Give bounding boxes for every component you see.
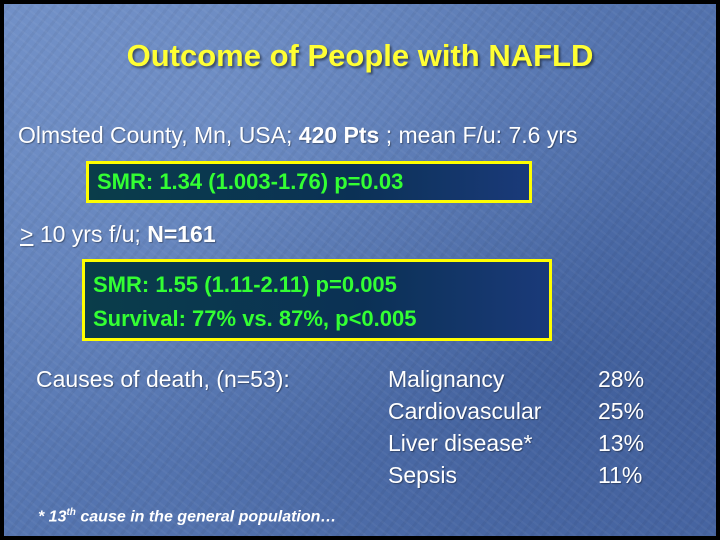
smr-overall-text: SMR: 1.34 (1.003-1.76) p=0.03 (97, 169, 404, 194)
cause-percent: 28% (598, 366, 645, 392)
smr-box-overall: SMR: 1.34 (1.003-1.76) p=0.03 (86, 161, 532, 203)
study-summary-line: Olmsted County, Mn, USA; 420 Pts ; mean … (18, 122, 577, 149)
footnote: * 13th cause in the general population… (38, 507, 336, 526)
footnote-text: cause in the general population… (80, 508, 337, 526)
greater-equal-symbol: > (20, 221, 34, 247)
patient-count: 420 Pts (298, 122, 380, 148)
cause-name: Malignancy (388, 366, 505, 392)
slide-title: Outcome of People with NAFLD (126, 38, 594, 73)
long-followup-count: N=161 (147, 221, 216, 247)
causes-label: Causes of death, (n=53): (36, 366, 290, 392)
smr-long-followup-text: SMR: 1.55 (1.11-2.11) p=0.005 (93, 272, 397, 297)
cause-percent: 25% (598, 398, 645, 424)
study-location: Olmsted County, Mn, USA; (18, 122, 293, 148)
footnote-superscript: th (66, 507, 76, 518)
cause-percent: 13% (598, 430, 645, 456)
slide: Outcome of People with NAFLD Olmsted Cou… (4, 4, 716, 536)
cause-name: Liver disease* (388, 430, 533, 456)
footnote-prefix: * 13 (38, 508, 67, 526)
long-followup-label: 10 yrs f/u; (39, 221, 141, 247)
cause-name: Cardiovascular (388, 398, 542, 424)
smr-box-long-followup: SMR: 1.55 (1.11-2.11) p=0.005 Survival: … (82, 259, 552, 341)
long-followup-line: > 10 yrs f/u; N=161 (20, 221, 216, 248)
followup-mean: ; mean F/u: 7.6 yrs (385, 122, 578, 148)
survival-text: Survival: 77% vs. 87%, p<0.005 (93, 306, 417, 331)
cause-name: Sepsis (388, 462, 458, 488)
cause-percent: 11% (598, 462, 643, 488)
